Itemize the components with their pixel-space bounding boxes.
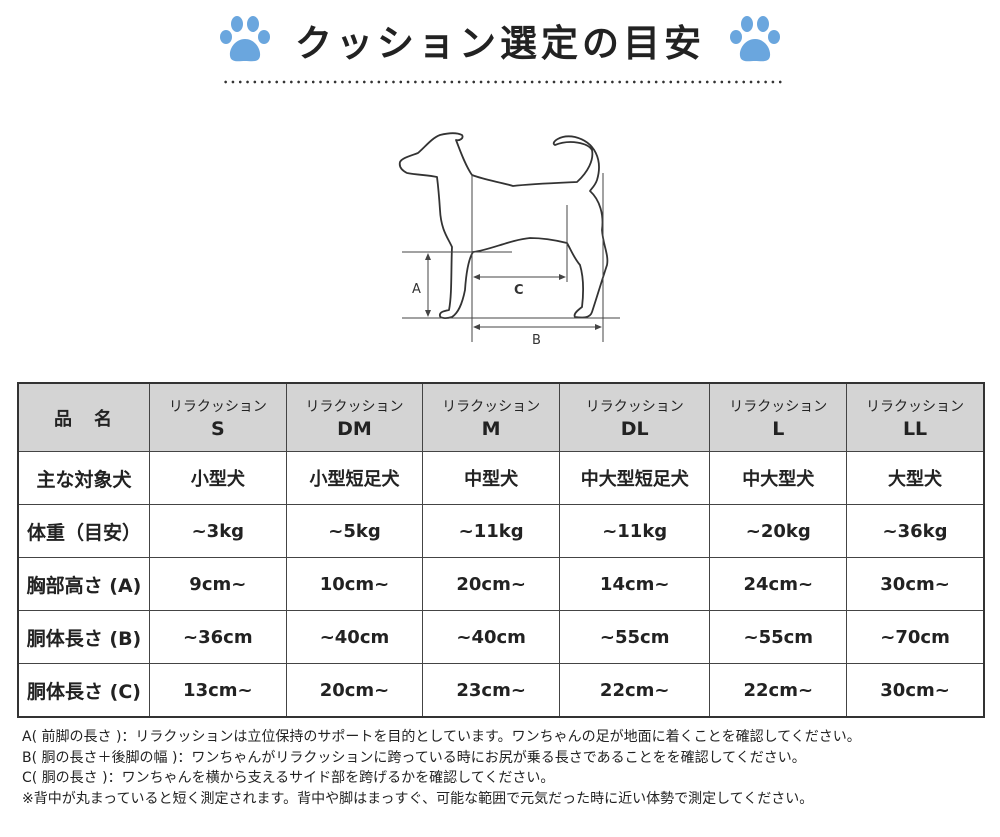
table-cell: ~55cm [709, 610, 848, 664]
product-header: リラクッション L [709, 382, 848, 452]
product-prefix: リラクッション [585, 398, 684, 415]
table-cell: ~20kg [709, 504, 848, 558]
table-cell: 中型犬 [422, 451, 560, 505]
product-prefix: リラクッション [866, 398, 965, 415]
table-cell: ~11kg [558, 504, 711, 558]
table-cell: ~3kg [149, 504, 287, 558]
table-cell: 20cm~ [285, 663, 424, 718]
product-size: DM [337, 417, 372, 440]
table-cell: ~36cm [149, 610, 287, 664]
table-cell: ~55cm [558, 610, 711, 664]
label-a: A [412, 282, 421, 297]
product-size: M [481, 417, 501, 440]
table-cell: 30cm~ [846, 663, 985, 718]
product-header: リラクッション LL [846, 382, 985, 452]
product-prefix: リラクッション [729, 398, 828, 415]
table-cell: 小型犬 [149, 451, 287, 505]
table-cell: 13cm~ [149, 663, 287, 718]
dog-silhouette [398, 132, 609, 319]
table-cell: 小型短足犬 [285, 451, 424, 505]
table-cell: 22cm~ [709, 663, 848, 718]
notes: A( 前脚の長さ )：リラクッションは立位保持のサポートを目的としています。ワン… [22, 727, 861, 809]
table-cell: 10cm~ [285, 557, 424, 611]
product-header: リラクッション DM [285, 382, 424, 452]
product-size: L [772, 417, 785, 440]
product-prefix: リラクッション [305, 398, 404, 415]
size-table: 品 名 リラクッション S リラクッション DM リラクッション M リラクッション D… [17, 382, 985, 718]
product-name-header: 品 名 [17, 382, 150, 452]
product-prefix: リラクッション [442, 398, 541, 415]
table-cell: 22cm~ [558, 663, 711, 718]
note-c: C( 胴の長さ )：ワンちゃんを横から支えるサイド部を跨げるかを確認してください… [22, 770, 555, 786]
title-row: クッション選定の目安 [0, 12, 1000, 68]
note-caution: ※背中が丸まっていると短く測定されます。背中や脚はまっすぐ、可能な範囲で元気だっ… [22, 790, 814, 807]
paw-icon [730, 16, 780, 62]
table-cell: ~40cm [285, 610, 424, 664]
table-row: 胴体長さ (B) ~36cm ~40cm ~40cm ~55cm ~55cm ~70cm [17, 610, 985, 664]
table-cell: ~40cm [422, 610, 560, 664]
table-header-row: 品 名 リラクッション S リラクッション DM リラクッション M リラクッション D… [17, 382, 985, 452]
row-label: 胸部高さ (A) [17, 557, 150, 611]
product-header: リラクッション M [422, 382, 560, 452]
table-cell: ~11kg [422, 504, 560, 558]
paw-icon [220, 16, 270, 62]
product-size: LL [902, 417, 928, 440]
product-prefix: リラクッション [168, 398, 267, 415]
table-cell: 中大型犬 [709, 451, 848, 505]
page-title: クッション選定の目安 [295, 22, 705, 65]
table-cell: 9cm~ [149, 557, 287, 611]
table-row: 胸部高さ (A) 9cm~ 10cm~ 20cm~ 14cm~ 24cm~ 30cm~ [17, 557, 985, 611]
table-row: 胴体長さ (C) 13cm~ 20cm~ 23cm~ 22cm~ 22cm~ 30cm~ [17, 663, 985, 718]
table-cell: 20cm~ [422, 557, 560, 611]
row-label: 主な対象犬 [17, 451, 150, 505]
note-a: A( 前脚の長さ )：リラクッションは立位保持のサポートを目的としています。ワン… [22, 729, 861, 745]
table-cell: 中大型短足犬 [558, 451, 711, 505]
label-c: C [514, 283, 524, 298]
table-cell: ~70cm [846, 610, 985, 664]
table-cell: 23cm~ [422, 663, 560, 718]
table-cell: 24cm~ [709, 557, 848, 611]
dotted-divider [222, 80, 782, 84]
product-size: S [210, 417, 225, 440]
product-header: リラクッション S [149, 382, 287, 452]
table-row: 体重（目安） ~3kg ~5kg ~11kg ~11kg ~20kg ~36kg [17, 504, 985, 558]
product-header: リラクッション DL [558, 382, 711, 452]
label-b: B [532, 333, 541, 348]
product-size: DL [620, 417, 649, 440]
table-cell: ~5kg [285, 504, 424, 558]
table-cell: 14cm~ [558, 557, 711, 611]
note-b: B( 胴の長さ＋後脚の幅 )：ワンちゃんがリラクッションに跨っている時にお尻が乗… [22, 749, 806, 766]
row-label: 胴体長さ (B) [17, 610, 150, 664]
row-label: 胴体長さ (C) [17, 663, 150, 718]
table-row: 主な対象犬 小型犬 小型短足犬 中型犬 中大型短足犬 中大型犬 大型犬 [17, 451, 985, 505]
row-label: 体重（目安） [17, 504, 150, 558]
table-cell: 大型犬 [846, 451, 985, 505]
table-cell: 30cm~ [846, 557, 985, 611]
table-cell: ~36kg [846, 504, 985, 558]
